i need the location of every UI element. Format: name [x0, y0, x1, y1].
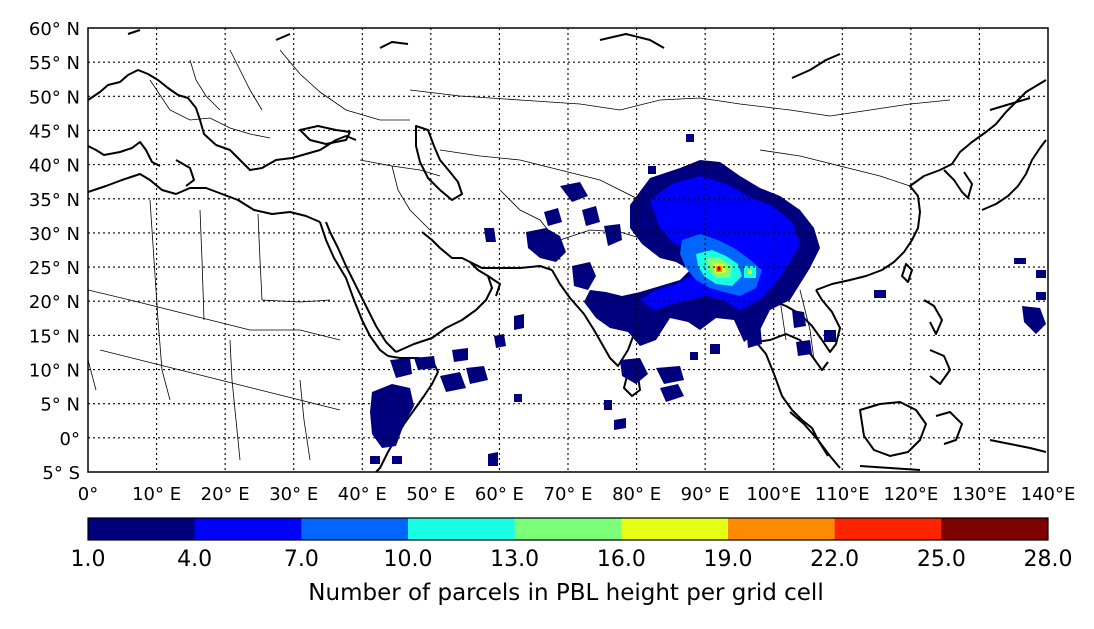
contour-level-1: [370, 456, 380, 464]
latitude-tick-label: 60° N: [29, 19, 80, 40]
colorbar-tick-labels: 1.0 4.0 7.0 10.0 13.0 16.0 19.0 22.0 25.0 28.0: [71, 547, 1073, 572]
longitude-tick-label: 80° E: [612, 484, 661, 505]
longitude-tick-label: 0°: [78, 484, 98, 505]
contour-level-1: [874, 290, 886, 298]
latitude-labels: 60° N 55° N 50° N 45° N 40° N 35° N 30° N 25° N…: [29, 19, 80, 484]
contour-level-1: [824, 330, 836, 342]
contour-level-1: [660, 384, 684, 402]
contour-level-6: [748, 270, 752, 274]
contour-level-1: [690, 352, 698, 360]
longitude-tick-label: 100°E: [746, 484, 801, 505]
colorbar-swatch: [301, 518, 409, 540]
contour-level-1: [560, 182, 588, 202]
contour-level-1: [488, 452, 498, 466]
colorbar-tick-label: 13.0: [490, 547, 539, 572]
latitude-tick-label: 45° N: [29, 121, 80, 142]
colorbar-tick-label: 10.0: [384, 547, 433, 572]
contour-level-1: [526, 228, 566, 262]
contour-level-9: [718, 268, 720, 270]
contour-level-1: [452, 348, 468, 362]
map-frame: [87, 27, 1049, 473]
longitude-tick-label: 90° E: [681, 484, 730, 505]
contour-level-1: [604, 400, 612, 410]
latitude-tick-label: 0°: [60, 429, 80, 450]
latitude-tick-label: 5° S: [42, 463, 80, 484]
colorbar-swatch: [194, 518, 302, 540]
contour-level-1: [710, 344, 720, 354]
latitude-tick-label: 50° N: [29, 87, 80, 108]
contour-level-1: [1014, 258, 1026, 264]
longitude-tick-label: 20° E: [201, 484, 250, 505]
longitude-tick-label: 130°E: [952, 484, 1007, 505]
latitude-tick-label: 15° N: [29, 326, 80, 347]
contour-level-1: [392, 456, 402, 464]
contour-level-1: [370, 384, 414, 448]
contour-level-1: [494, 334, 506, 348]
latitude-tick-label: 25° N: [29, 258, 80, 279]
latitude-tick-label: 35° N: [29, 190, 80, 211]
colorbar-swatch: [941, 518, 1049, 540]
colorbar-tick-label: 7.0: [284, 547, 319, 572]
contour-level-1: [1036, 292, 1046, 300]
colorbar-frame: [87, 517, 1049, 541]
colorbar-tick-label: 16.0: [597, 547, 646, 572]
latitude-tick-label: 55° N: [29, 53, 80, 74]
contour-level-1: [514, 394, 522, 402]
longitude-tick-label: 10° E: [132, 484, 181, 505]
colorbar-swatch: [88, 518, 196, 540]
longitude-tick-label: 50° E: [406, 484, 455, 505]
map-panel: 60° N 55° N 50° N 45° N 40° N 35° N 30° N 25° N…: [29, 19, 1075, 505]
latitude-tick-label: 20° N: [29, 292, 80, 313]
contour-level-1: [620, 358, 648, 384]
colorbar-swatch: [408, 518, 516, 540]
contour-level-1: [1022, 306, 1046, 334]
graticule: [88, 28, 1048, 472]
colorbar-swatch: [621, 518, 729, 540]
colorbar-title: Number of parcels in PBL height per grid…: [308, 580, 823, 606]
longitude-tick-label: 70° E: [544, 484, 593, 505]
colorbar-swatches: [88, 518, 1049, 540]
contour-level-1: [796, 340, 812, 356]
contour-level-1: [440, 372, 466, 392]
contour-level-1: [686, 134, 694, 142]
contour-level-1: [514, 314, 524, 330]
contour-level-1: [582, 206, 600, 226]
contour-level-1: [604, 224, 622, 246]
longitude-labels: 0° 10° E 20° E 30° E 40° E 50° E 60° E 70° E 80°…: [78, 484, 1076, 505]
contour-level-1: [648, 166, 656, 174]
longitude-tick-label: 60° E: [475, 484, 524, 505]
colorbar-tick-label: 22.0: [810, 547, 859, 572]
colorbar-tick-label: 25.0: [917, 547, 966, 572]
colorbar-tick-label: 1.0: [71, 547, 106, 572]
colorbar-swatch: [728, 518, 836, 540]
colorbar-tick-label: 28.0: [1024, 547, 1073, 572]
longitude-tick-label: 120°E: [883, 484, 938, 505]
longitude-tick-label: 30° E: [269, 484, 318, 505]
colorbar-tick-label: 4.0: [177, 547, 212, 572]
colorbar-swatch: [834, 518, 942, 540]
contour-level-1: [792, 310, 806, 328]
contour-level-1: [1036, 270, 1046, 278]
contour-level-1: [572, 262, 596, 290]
latitude-tick-label: 5° N: [40, 395, 80, 416]
latitude-tick-label: 30° N: [29, 224, 80, 245]
longitude-tick-label: 140°E: [1021, 484, 1076, 505]
contour-level-1: [614, 418, 626, 430]
contour-level-1: [466, 366, 488, 384]
latitude-tick-label: 10° N: [29, 361, 80, 382]
contour-level-1: [656, 366, 684, 384]
longitude-tick-label: 40° E: [338, 484, 387, 505]
parcel-density-field: [370, 134, 1046, 466]
colorbar: 1.0 4.0 7.0 10.0 13.0 16.0 19.0 22.0 25.0 28.0 Nu…: [71, 517, 1073, 606]
colorbar-swatch: [514, 518, 622, 540]
contour-level-1: [544, 208, 562, 226]
colorbar-tick-label: 19.0: [704, 547, 753, 572]
contour-level-1: [390, 358, 412, 378]
longitude-tick-label: 110°E: [815, 484, 870, 505]
latitude-tick-label: 40° N: [29, 156, 80, 177]
contour-level-1: [484, 228, 496, 242]
